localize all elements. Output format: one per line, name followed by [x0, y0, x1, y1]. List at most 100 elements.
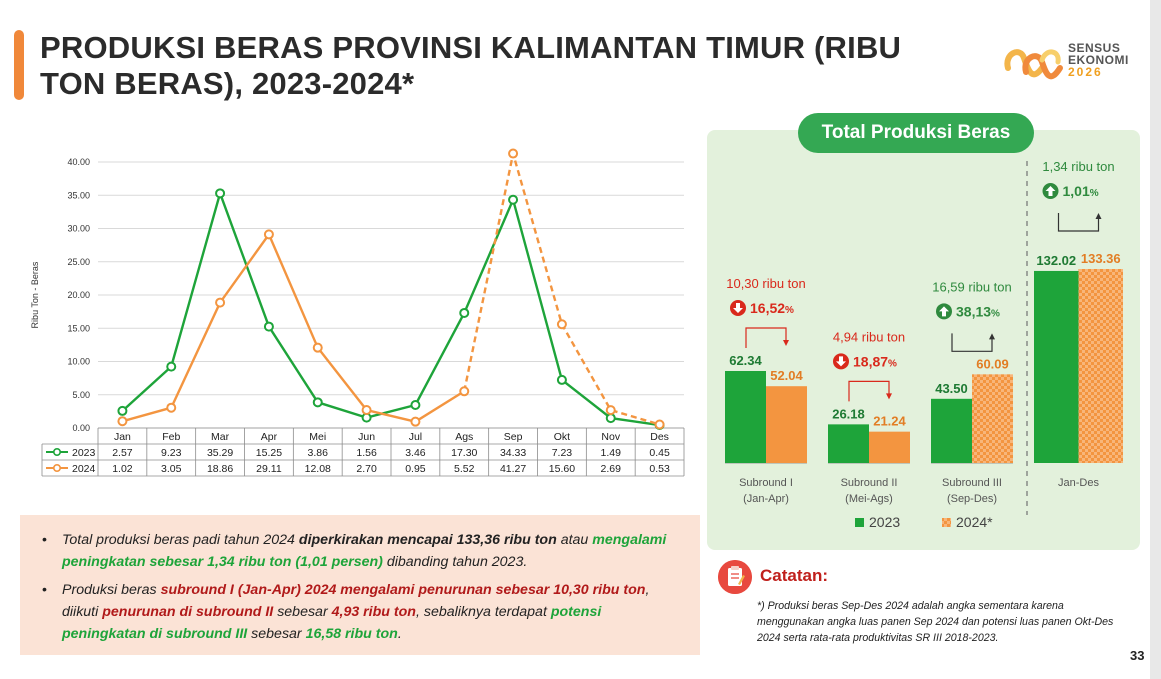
category-label-line-2: (Jan-Apr): [743, 493, 789, 505]
bar-data-label: 43.50: [935, 381, 968, 396]
table-cell-value: 0.45: [649, 447, 670, 459]
series-line-2023: [121, 189, 660, 427]
change-percent-value: 16,52: [750, 300, 785, 316]
category-label-line-1: Subround II: [841, 477, 898, 489]
change-percent-label: 1,01%: [1063, 183, 1099, 199]
note-title: Catatan:: [760, 566, 829, 585]
change-percent-value: 38,13: [956, 303, 991, 319]
table-cell-value: 1.02: [112, 463, 133, 475]
change-percent-unit: %: [785, 305, 794, 316]
x-tick-label: Feb: [162, 431, 180, 443]
change-amount-label: 10,30 ribu ton: [726, 276, 806, 291]
table-cell-value: 15.25: [256, 447, 282, 459]
bar-2024*-0: [766, 386, 807, 463]
table-cell-value: 15.60: [549, 463, 575, 475]
x-tick-label: Ags: [455, 431, 473, 443]
table-cell-value: 9.23: [161, 447, 182, 459]
arrow-up-circle-icon: [1042, 183, 1059, 199]
table-cell-value: 12.08: [305, 463, 331, 475]
y-tick-label: 25.00: [67, 257, 90, 267]
table-cell-value: 34.33: [500, 447, 526, 459]
sensus-ekonomi-logo-icon: [1004, 49, 1063, 80]
category-label-line-2: (Sep-Des): [947, 493, 997, 505]
category-label-line-2: (Mei-Ags): [845, 493, 893, 505]
category-label-line-1: Subround III: [942, 477, 1002, 489]
data-point-2024: [361, 405, 372, 416]
bar-data-label: 26.18: [832, 406, 865, 421]
note-text: *) Produksi beras Sep-Des 2024 adalah an…: [757, 600, 1114, 644]
table-cell-value: 7.23: [552, 447, 573, 459]
total-production-title: Total Produksi Beras: [798, 113, 1034, 153]
data-point-2024: [312, 342, 323, 353]
x-tick-label: Apr: [261, 431, 278, 443]
x-tick-label: Nov: [601, 431, 620, 443]
bar-data-label: 21.24: [873, 414, 906, 429]
logo-text: SENSUS EKONOMI 2026: [1068, 42, 1129, 78]
bar-data-label: 133.36: [1081, 251, 1121, 266]
change-percent-label: 18,87%: [853, 353, 897, 369]
category-label-line-1: Jan-Des: [1058, 477, 1099, 489]
page-title: PRODUKSI BERAS PROVINSI KALIMANTAN TIMUR…: [40, 30, 902, 101]
legend-label-2024: 2024*: [956, 514, 993, 530]
bar-data-label: 52.04: [770, 368, 803, 383]
summary-box: Total produksi beras padi tahun 2024 dip…: [20, 515, 700, 655]
bar-2024*-3: [1078, 269, 1123, 463]
x-tick-label: Mar: [211, 431, 230, 443]
bar-2023-2: [931, 398, 972, 463]
legend-swatch-2024: [942, 518, 951, 527]
change-amount-label: 1,34 ribu ton: [1042, 159, 1114, 174]
bar-2023-0: [725, 371, 766, 463]
elbow-arrow-down-icon: [745, 327, 789, 348]
data-point-2024: [556, 319, 567, 330]
change-percent-value: 1,01: [1063, 183, 1090, 199]
change-percent-unit: %: [991, 308, 1000, 319]
bar-2024*-2: [972, 374, 1013, 463]
data-point-2023: [410, 399, 421, 410]
data-point-2023: [508, 194, 519, 205]
table-cell-value: 3.46: [405, 447, 426, 459]
data-point-2023: [166, 361, 177, 372]
data-point-2024: [459, 386, 470, 397]
table-cell-value: 2.57: [112, 447, 133, 459]
y-tick-label: 5.00: [72, 390, 90, 400]
table-cell-value: 2.69: [601, 463, 622, 475]
x-tick-label: Jul: [409, 431, 422, 443]
table-cell-value: 17.30: [451, 447, 477, 459]
table-cell-value: 41.27: [500, 463, 526, 475]
table-cell-value: 0.95: [405, 463, 426, 475]
data-point-2023: [312, 397, 323, 408]
y-tick-label: 40.00: [67, 157, 90, 167]
elbow-arrow-down-icon: [848, 380, 892, 402]
title-accent-bar: [14, 30, 24, 100]
change-percent-unit: %: [888, 358, 897, 369]
logo-line-3: 2026: [1068, 65, 1103, 79]
y-tick-label: 35.00: [67, 190, 90, 200]
logo-line-2: EKONOMI: [1068, 53, 1129, 67]
y-axis-label: Ribu Ton - Beras: [30, 261, 40, 328]
data-point-2024: [410, 416, 421, 427]
data-point-2023: [459, 307, 470, 318]
data-point-2023: [117, 405, 128, 416]
x-tick-label: Jun: [358, 431, 375, 443]
arrow-up-circle-icon: [936, 303, 952, 320]
legend-label-2023: 2023: [869, 514, 900, 530]
bar-data-label: 60.09: [976, 356, 1009, 371]
data-point-2023: [556, 374, 567, 385]
legend-marker-2024: [52, 463, 61, 472]
logo-line-1: SENSUS: [1068, 41, 1121, 55]
page-number: 33: [1130, 648, 1145, 663]
legend-label-2023: 2023: [72, 447, 96, 459]
category-label-line-1: Subround I: [739, 477, 793, 489]
change-percent-value: 18,87: [853, 353, 888, 369]
change-percent-unit: %: [1090, 188, 1099, 199]
table-cell-value: 35.29: [207, 447, 233, 459]
bar-data-label: 132.02: [1036, 253, 1076, 268]
change-percent-label: 16,52%: [750, 300, 794, 316]
note-clipboard-icon: [718, 560, 752, 594]
bar-data-label: 62.34: [729, 353, 762, 368]
change-amount-label: 16,59 ribu ton: [932, 279, 1012, 294]
table-cell-value: 18.86: [207, 463, 233, 475]
table-cell-value: 3.86: [308, 447, 329, 459]
elbow-arrow-up-icon: [1057, 213, 1102, 232]
